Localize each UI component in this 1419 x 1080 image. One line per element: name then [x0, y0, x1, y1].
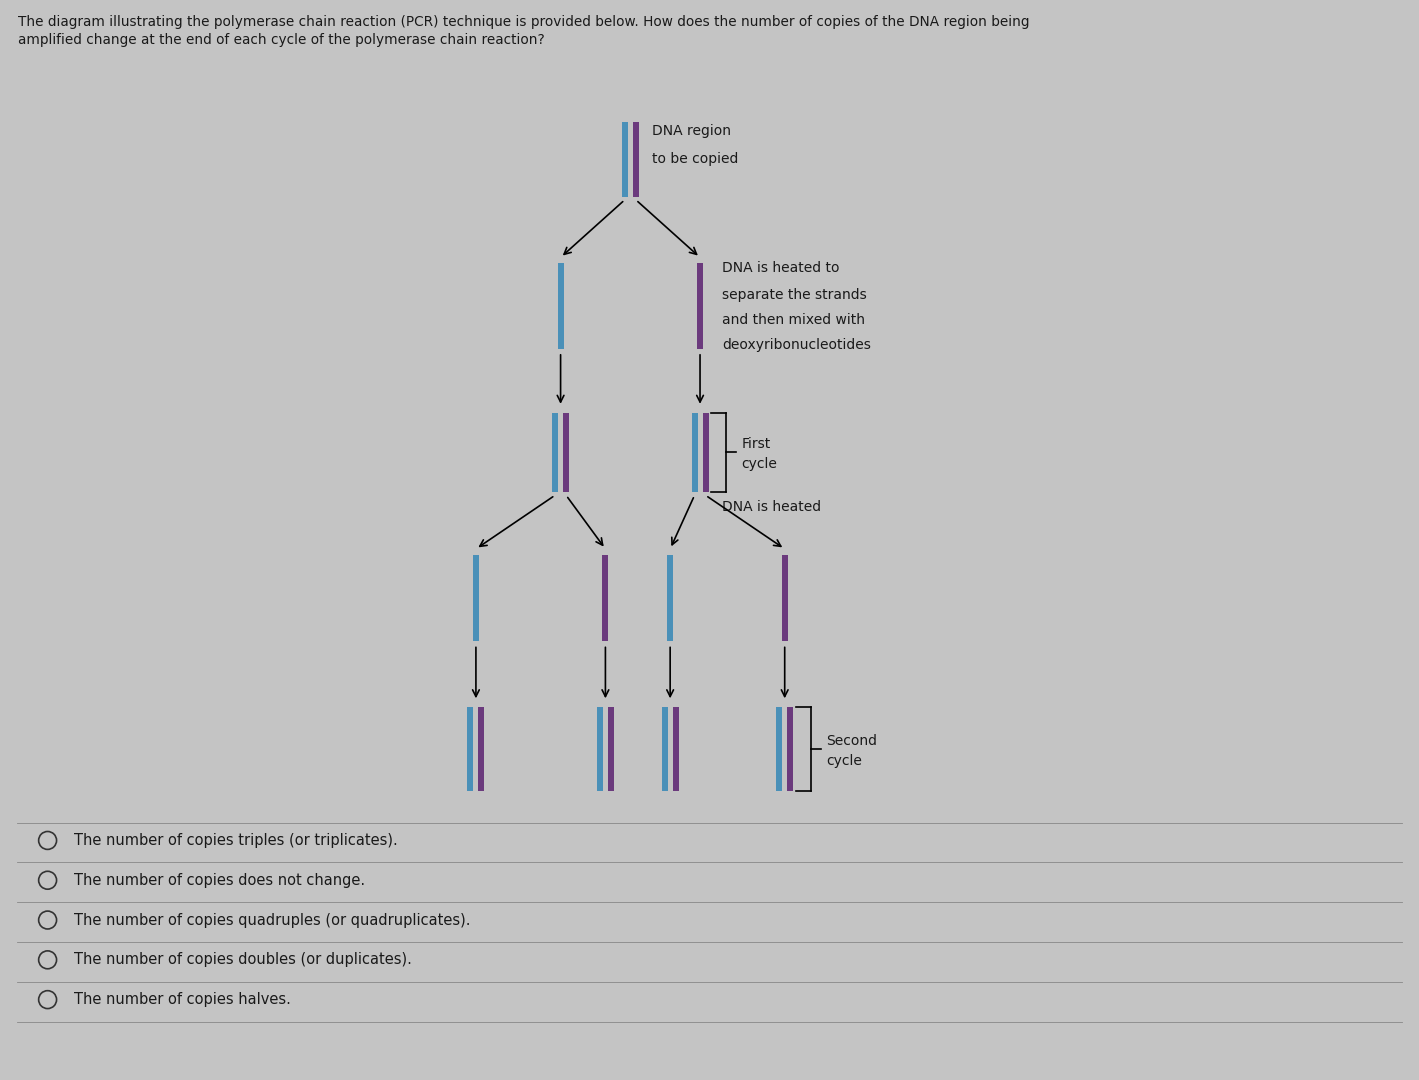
Bar [563, 413, 569, 492]
Text: deoxyribonucleotides: deoxyribonucleotides [722, 338, 871, 352]
Bar [661, 707, 668, 791]
Text: to be copied: to be copied [653, 152, 739, 166]
Text: and then mixed with: and then mixed with [722, 313, 866, 327]
Text: The number of copies halves.: The number of copies halves. [74, 993, 291, 1008]
Bar [552, 413, 558, 492]
Bar [702, 413, 708, 492]
Text: The number of copies does not change.: The number of copies does not change. [74, 873, 366, 888]
Bar [697, 264, 702, 349]
Bar [788, 707, 793, 791]
Text: DNA is heated to: DNA is heated to [722, 261, 840, 275]
Text: DNA region: DNA region [653, 124, 731, 138]
Text: The number of copies doubles (or duplicates).: The number of copies doubles (or duplica… [74, 953, 413, 968]
Bar [691, 413, 698, 492]
Bar [607, 707, 614, 791]
Text: The diagram illustrating the polymerase chain reaction (PCR) technique is provid: The diagram illustrating the polymerase … [17, 15, 1029, 29]
Bar [467, 707, 474, 791]
Text: The number of copies quadruples (or quadruplicates).: The number of copies quadruples (or quad… [74, 913, 471, 928]
Bar [633, 122, 639, 197]
Bar [622, 122, 627, 197]
Bar [603, 555, 609, 642]
Bar [558, 264, 563, 349]
Bar [478, 707, 484, 791]
Text: amplified change at the end of each cycle of the polymerase chain reaction?: amplified change at the end of each cycl… [17, 32, 545, 46]
Text: First: First [741, 437, 771, 451]
Bar [597, 707, 603, 791]
Text: cycle: cycle [826, 754, 861, 768]
Bar [667, 555, 673, 642]
Text: separate the strands: separate the strands [722, 288, 867, 302]
Bar [782, 555, 788, 642]
Text: cycle: cycle [741, 458, 778, 471]
Text: The number of copies triples (or triplicates).: The number of copies triples (or triplic… [74, 833, 399, 848]
Text: DNA is heated: DNA is heated [722, 500, 822, 514]
Bar [473, 555, 478, 642]
Text: Second: Second [826, 734, 877, 748]
Bar [776, 707, 782, 791]
Bar [673, 707, 678, 791]
